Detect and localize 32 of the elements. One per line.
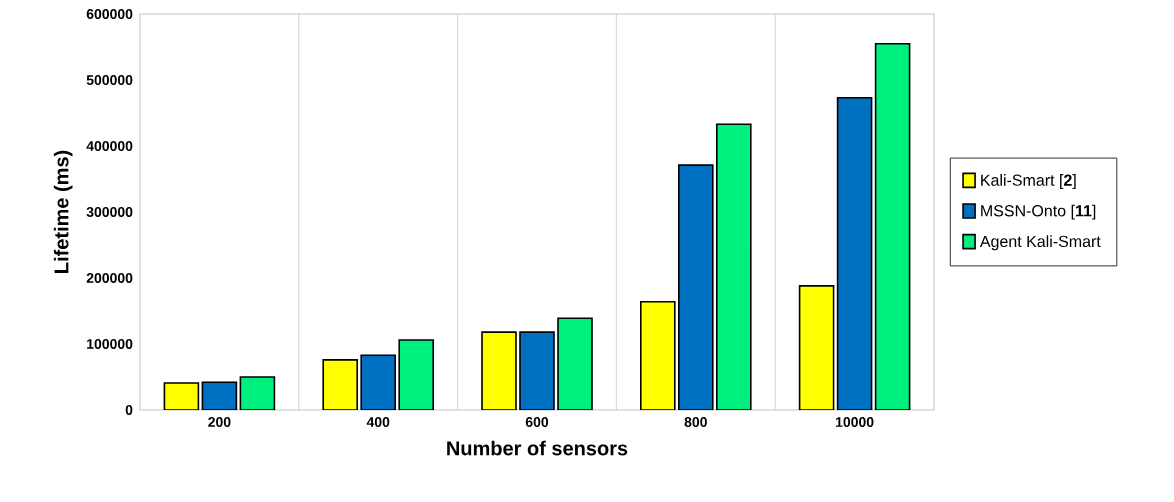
y-axis-title: Lifetime (ms) xyxy=(53,150,73,273)
x-tick-label: 10000 xyxy=(836,417,874,427)
y-tick-label: 200000 xyxy=(86,273,133,283)
bar xyxy=(398,339,434,410)
bar xyxy=(640,300,676,410)
x-axis-title: Number of sensors xyxy=(447,440,628,456)
bar xyxy=(874,42,911,410)
bar xyxy=(201,381,238,410)
bar xyxy=(557,317,593,410)
bar xyxy=(798,285,835,410)
bar xyxy=(678,164,714,410)
y-tick-label: 300000 xyxy=(86,207,133,217)
bar xyxy=(163,382,200,410)
bar xyxy=(836,97,873,410)
legend-label: MSSN-Onto [11] xyxy=(981,204,1096,220)
legend-label: Agent Kali-Smart xyxy=(979,235,1101,251)
bar xyxy=(322,359,358,410)
y-tick-label: 600000 xyxy=(86,9,133,19)
x-tick-label: 200 xyxy=(208,417,231,427)
bar xyxy=(519,331,555,410)
bar xyxy=(481,331,517,410)
bar xyxy=(360,354,396,410)
x-tick-label: 400 xyxy=(366,417,390,427)
bar xyxy=(716,123,752,410)
y-tick-label: 100000 xyxy=(87,339,133,349)
bar xyxy=(239,376,276,410)
x-tick-label: 800 xyxy=(684,417,707,427)
x-tick-label: 600 xyxy=(525,417,549,427)
legend-label: Kali-Smart [2] xyxy=(981,174,1076,190)
y-tick-label: 500000 xyxy=(86,75,133,85)
y-tick-label: 400000 xyxy=(86,141,133,151)
y-tick-label: 0 xyxy=(125,405,133,415)
